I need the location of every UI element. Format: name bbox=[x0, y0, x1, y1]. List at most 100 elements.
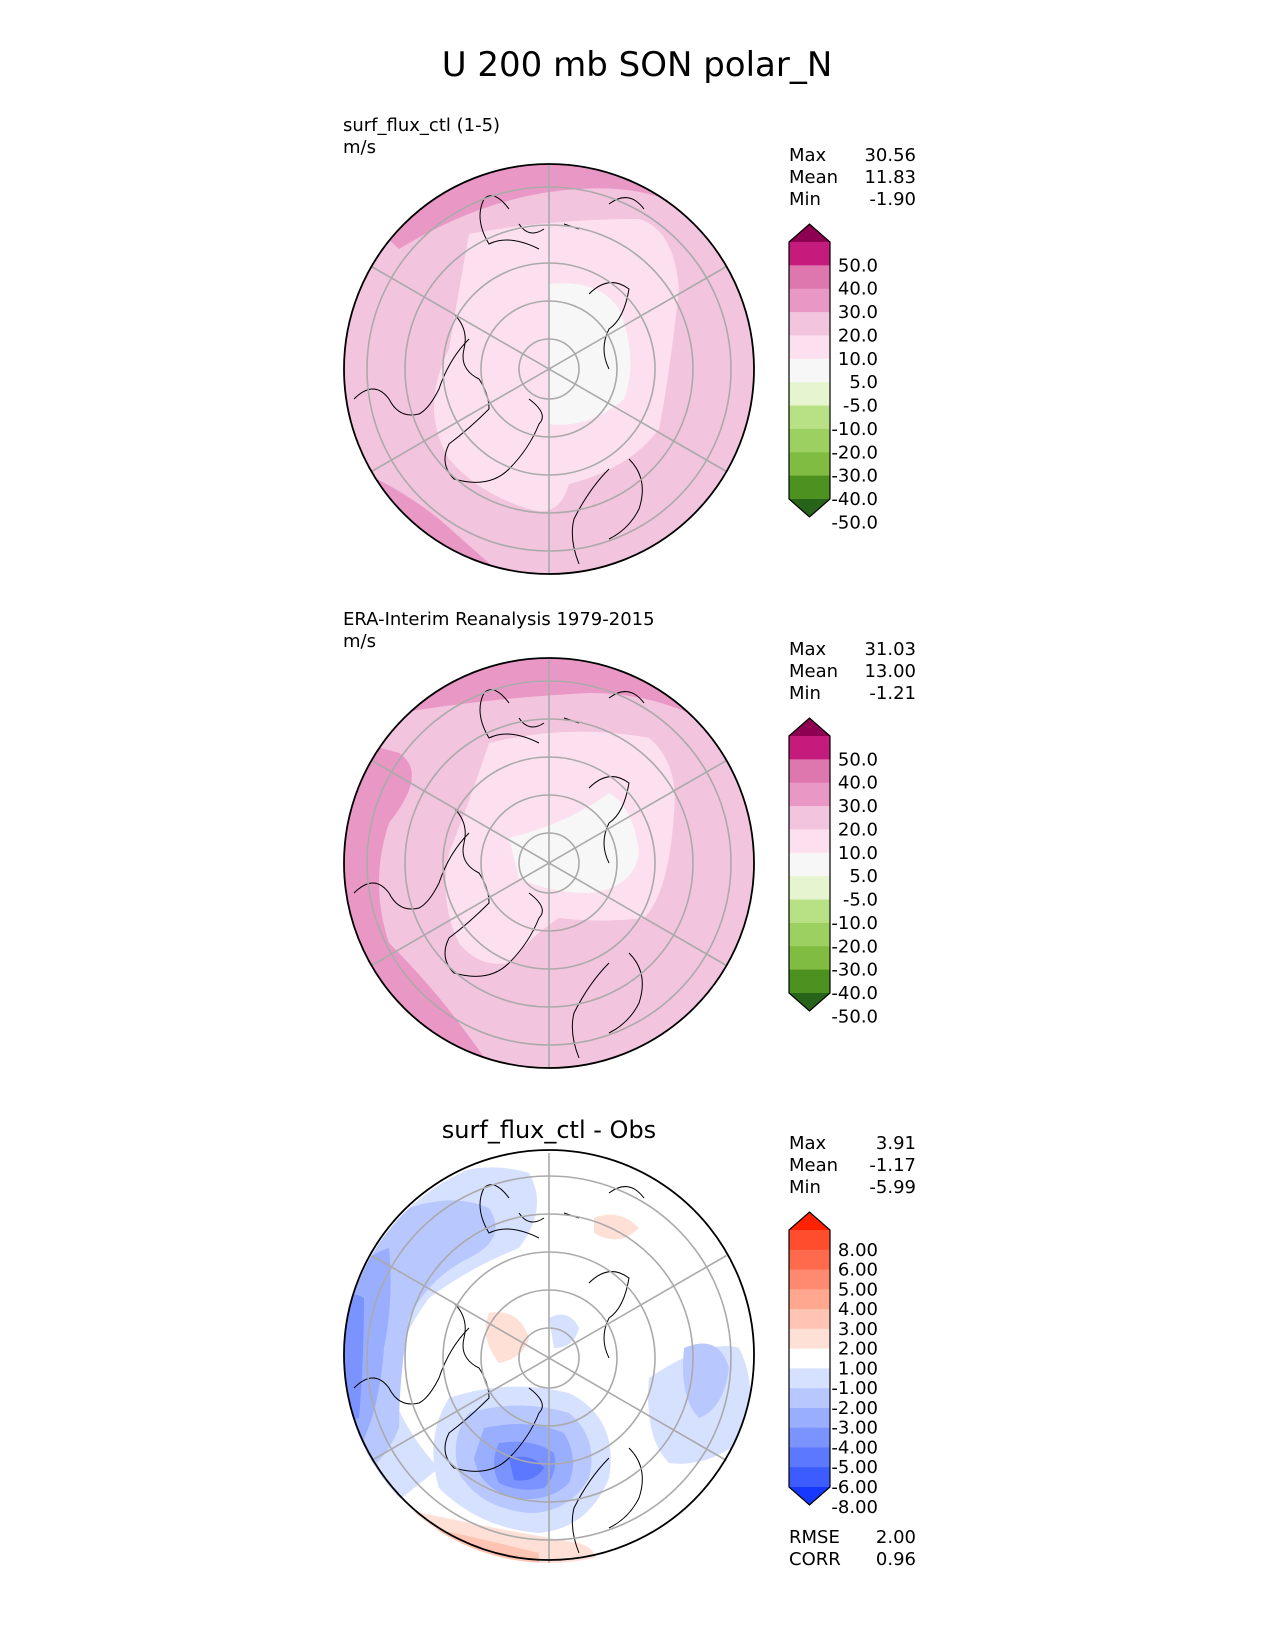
colorbar-segment bbox=[789, 382, 830, 407]
colorbar-tick-label: 5.00 bbox=[838, 1279, 878, 1300]
panel-observation: ERA-Interim Reanalysis 1979-2015 m/s bbox=[343, 609, 916, 1069]
colorbar-tick-label: 20.0 bbox=[838, 819, 878, 840]
colorbar-tick-label: 40.0 bbox=[838, 773, 878, 794]
polar-map bbox=[343, 1149, 755, 1563]
colorbar-segment bbox=[789, 405, 830, 430]
colorbar-extend-max bbox=[789, 1212, 830, 1230]
stat-value: 31.03 bbox=[864, 639, 916, 660]
colorbar-tick-label: 8.00 bbox=[838, 1240, 878, 1261]
colorbar-segment bbox=[789, 265, 830, 290]
metric-label: CORR bbox=[789, 1549, 841, 1570]
colorbar-tick-label: 3.00 bbox=[838, 1319, 878, 1340]
colorbar-tick-label: 50.0 bbox=[838, 255, 878, 276]
colorbar-segment bbox=[789, 736, 830, 760]
colorbar-tick-label: -50.0 bbox=[831, 512, 878, 533]
colorbar-outline bbox=[788, 223, 831, 518]
colorbar-tick-label: 50.0 bbox=[838, 749, 878, 770]
panel-model: surf_flux_ctl (1-5) m/s bbox=[343, 115, 916, 575]
colorbar-tick-label: -5.0 bbox=[843, 396, 878, 417]
colorbar-segment bbox=[789, 946, 830, 971]
field-band bbox=[549, 283, 631, 425]
colorbar-segment bbox=[789, 1407, 830, 1429]
colorbar-segment bbox=[789, 288, 830, 313]
stat-label: Min bbox=[789, 1177, 821, 1198]
colorbar-segment bbox=[789, 1427, 830, 1448]
colorbar-segment bbox=[789, 358, 830, 383]
colorbar-segment bbox=[789, 1467, 830, 1488]
colorbar-tick-label: -30.0 bbox=[831, 960, 878, 981]
stat-value: 11.83 bbox=[864, 167, 916, 188]
colorbar-tick-label: -40.0 bbox=[831, 489, 878, 510]
colorbar-tick-label: 1.00 bbox=[838, 1358, 878, 1379]
polar-map bbox=[343, 163, 755, 575]
colorbar-tick-label: -1.00 bbox=[831, 1378, 878, 1399]
colorbar-tick-label: -20.0 bbox=[831, 936, 878, 957]
colorbar-segment bbox=[789, 782, 830, 807]
polar-map bbox=[343, 657, 755, 1069]
colorbar-segment bbox=[789, 1230, 830, 1251]
panel-units: m/s bbox=[343, 137, 376, 158]
graticule bbox=[366, 658, 732, 1068]
colorbar-segment bbox=[789, 899, 830, 924]
map-boundary bbox=[343, 1277, 755, 1561]
colorbar-tick-label: 30.0 bbox=[838, 302, 878, 323]
stat-value: 30.56 bbox=[864, 145, 916, 166]
colorbar-tick-label: -40.0 bbox=[831, 983, 878, 1004]
colorbar-segment bbox=[789, 852, 830, 877]
metric-label: RMSE bbox=[789, 1527, 840, 1548]
colorbar-tick-label: -6.00 bbox=[831, 1477, 878, 1498]
colorbar-tick-label: -10.0 bbox=[831, 913, 878, 934]
colorbar-extend-max bbox=[789, 718, 830, 736]
colorbar-segment bbox=[789, 1309, 830, 1330]
stat-value: 13.00 bbox=[864, 661, 916, 682]
colorbar-tick-label: -8.00 bbox=[831, 1497, 878, 1518]
colorbar-tick-label: 40.0 bbox=[838, 279, 878, 300]
colorbar-segment bbox=[789, 1348, 830, 1369]
colorbar-segment bbox=[789, 1328, 830, 1350]
stat-label: Max bbox=[789, 145, 827, 166]
panel-units: m/s bbox=[343, 631, 376, 652]
figure-title: U 200 mb SON polar_N bbox=[442, 45, 833, 85]
colorbar: 50.0 40.030.020.0 10.05.0 -5.0-10.0-20.0 -30… bbox=[788, 223, 878, 533]
colorbar-outline bbox=[788, 717, 831, 1012]
graticule bbox=[366, 1153, 732, 1563]
metric-value: 2.00 bbox=[876, 1527, 916, 1548]
colorbar-extend-min bbox=[789, 993, 830, 1011]
panel-title: ERA-Interim Reanalysis 1979-2015 bbox=[343, 609, 655, 630]
stats-block: Max 30.56 Mean 11.83 Min -1.90 bbox=[789, 145, 916, 210]
colorbar-tick-label: 2.00 bbox=[838, 1339, 878, 1360]
colorbar-tick-label: -5.0 bbox=[843, 890, 878, 911]
colorbar-segment bbox=[789, 1368, 830, 1389]
stat-value: -1.17 bbox=[869, 1155, 916, 1176]
colorbar-extend-min bbox=[789, 1487, 830, 1505]
colorbar-tick-label: -30.0 bbox=[831, 466, 878, 487]
colorbar-tick-label: -5.00 bbox=[831, 1457, 878, 1478]
colorbar-segment bbox=[789, 452, 830, 477]
panel-title: surf_flux_ctl - Obs bbox=[442, 1116, 656, 1144]
stat-label: Mean bbox=[789, 661, 838, 682]
colorbar-segment bbox=[789, 806, 830, 830]
colorbar-segment bbox=[789, 969, 830, 994]
stat-label: Max bbox=[789, 639, 827, 660]
colorbar-segment bbox=[789, 1289, 830, 1310]
colorbar-tick-label: 6.00 bbox=[838, 1260, 878, 1281]
stat-label: Max bbox=[789, 1133, 827, 1154]
stat-value: 3.91 bbox=[876, 1133, 916, 1154]
colorbar-tick-label: 10.0 bbox=[838, 843, 878, 864]
colorbar-segment bbox=[789, 335, 830, 360]
panel-difference: surf_flux_ctl - Obs bbox=[343, 1116, 916, 1570]
colorbar-tick-label: 30.0 bbox=[838, 796, 878, 817]
colorbar: 50.0 40.030.020.0 10.05.0 -5.0-10.0-20.0 -30… bbox=[788, 717, 878, 1027]
field-band bbox=[485, 1312, 529, 1363]
colorbar-segment bbox=[789, 1388, 830, 1409]
field-band bbox=[683, 1343, 729, 1418]
colorbar-segment bbox=[789, 475, 830, 500]
metric-value: 0.96 bbox=[876, 1549, 916, 1570]
colorbar-tick-label: -50.0 bbox=[831, 1006, 878, 1027]
colorbar: 8.006.005.004.003.002.001.00-1.00-2.00-3… bbox=[788, 1211, 878, 1518]
colorbar-segment bbox=[789, 428, 830, 453]
colorbar-segment bbox=[789, 1249, 830, 1271]
colorbar-tick-label: -4.00 bbox=[831, 1437, 878, 1458]
colorbar-segment bbox=[789, 829, 830, 854]
